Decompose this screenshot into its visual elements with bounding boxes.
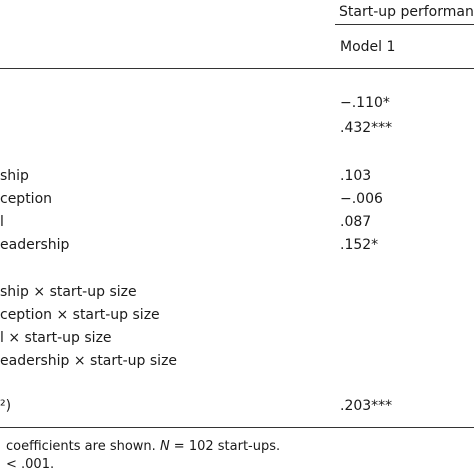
rule	[335, 24, 474, 25]
note-text: = 102 start-ups.	[169, 439, 281, 454]
row-label: ship	[0, 168, 29, 184]
rule	[0, 427, 474, 428]
row-label: ception × start-up size	[0, 307, 160, 323]
cell-value: .087	[340, 214, 372, 230]
note-text: N	[159, 439, 170, 454]
row-label: ²)	[0, 398, 12, 414]
row-label: eadership × start-up size	[0, 353, 178, 369]
row-label: ception	[0, 191, 53, 207]
model-header: Model 1	[340, 39, 396, 55]
row-label: ship × start-up size	[0, 284, 137, 300]
note: < .001.	[6, 457, 55, 472]
note-text: coefficients are shown.	[6, 439, 160, 454]
cell-value: .103	[340, 168, 372, 184]
cell-value: .432***	[340, 120, 393, 136]
row-label: l × start-up size	[0, 330, 112, 346]
cell-value: .152*	[340, 237, 379, 253]
rule	[0, 68, 474, 69]
cell-value: −.110*	[340, 95, 390, 111]
cell-value: .203***	[340, 398, 393, 414]
row-label: eadership	[0, 237, 70, 253]
note: coefficients are shown. N = 102 start-up…	[6, 438, 280, 456]
row-label: l	[0, 214, 4, 230]
group-header: Start-up performan	[339, 4, 474, 20]
cell-value: −.006	[340, 191, 383, 207]
